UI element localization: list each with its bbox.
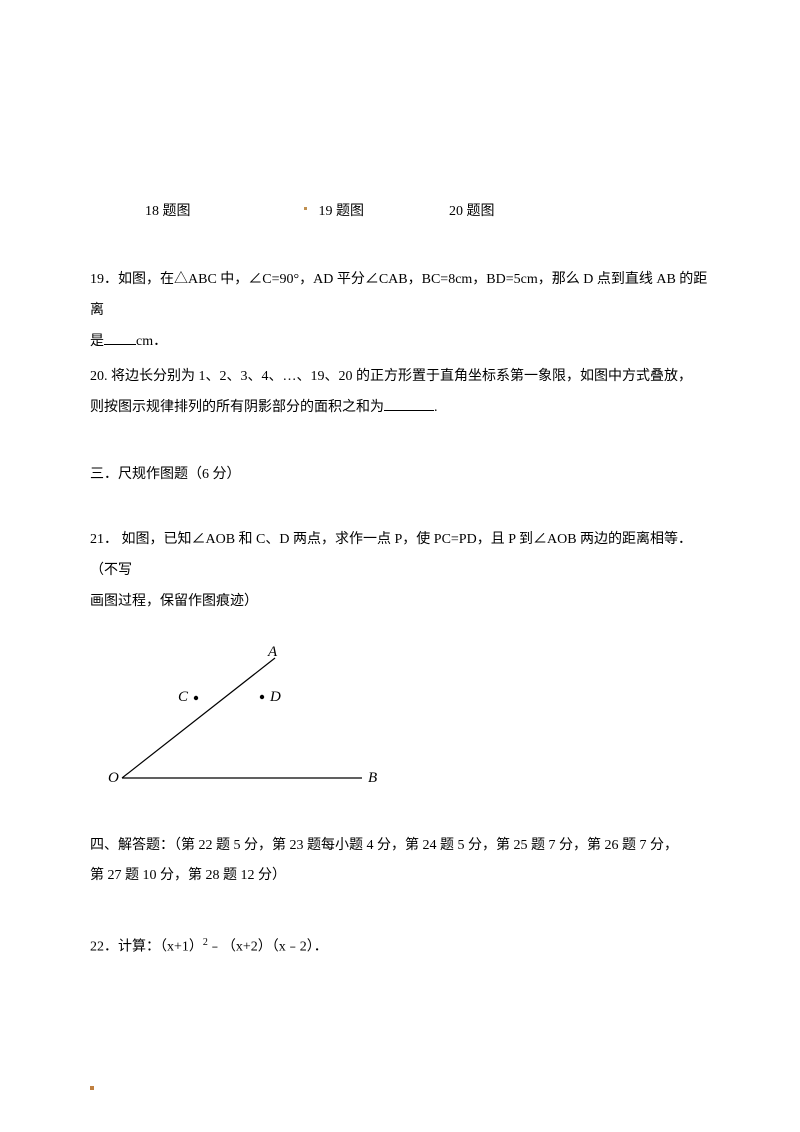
problem-19-text-1: 19．如图，在△ABC 中，∠C=90°，AD 平分∠CAB，BC=8cm，BD… [90, 272, 707, 318]
problem-20: 20. 将边长分别为 1、2、3、4、…、19、20 的正方形置于直角坐标系第一… [90, 362, 710, 424]
problem-21-text-1: 21． 如图，已知∠AOB 和 C、D 两点，求作一点 P，使 PC=PD，且 … [90, 532, 692, 578]
blank-20 [384, 397, 434, 411]
problem-21: 21． 如图，已知∠AOB 和 C、D 两点，求作一点 P，使 PC=PD，且 … [90, 525, 710, 617]
section-4-text-2: 第 27 题 10 分，第 28 题 12 分） [90, 868, 286, 883]
label-A: A [267, 644, 278, 660]
problem-19: 19．如图，在△ABC 中，∠C=90°，AD 平分∠CAB，BC=8cm，BD… [90, 265, 710, 357]
section-3-title: 三．尺规作图题（6 分） [90, 462, 710, 487]
problem-22-text-1: 22．计算：（x+1） [90, 940, 203, 955]
section-4: 四、解答题：（第 22 题 5 分，第 23 题每小题 4 分，第 24 题 5… [90, 831, 710, 893]
label-B: B [368, 770, 377, 786]
point-C-dot [194, 695, 198, 699]
blank-19 [104, 331, 136, 345]
angle-diagram: A B O C D [100, 638, 380, 803]
problem-22: 22．计算：（x+1）2﹣（x+2）（x﹣2）． [90, 932, 710, 963]
tiny-mark [90, 1086, 94, 1090]
figure-label-19: 19 题图 [319, 200, 365, 220]
problem-20-text-3: . [434, 400, 438, 415]
label-O: O [108, 770, 119, 786]
figure-label-20: 20 题图 [449, 200, 495, 220]
dot-marker [304, 207, 307, 210]
problem-19-text-2: 是 [90, 334, 104, 349]
problem-19-text-3: cm． [136, 334, 167, 349]
figure-labels-row: 18 题图 19 题图 20 题图 [145, 200, 710, 220]
section-4-text-1: 四、解答题：（第 22 题 5 分，第 23 题每小题 4 分，第 24 题 5… [90, 838, 678, 853]
problem-20-text-2: 则按图示规律排列的所有阴影部分的面积之和为 [90, 400, 384, 415]
line-OA [122, 658, 275, 778]
label-D: D [269, 689, 281, 705]
angle-diagram-svg: A B O C D [100, 638, 380, 803]
problem-20-text-1: 20. 将边长分别为 1、2、3、4、…、19、20 的正方形置于直角坐标系第一… [90, 369, 692, 384]
label-C: C [178, 689, 189, 705]
problem-21-text-2: 画图过程，保留作图痕迹） [90, 594, 258, 609]
problem-22-text-2: ﹣（x+2）（x﹣2）． [208, 940, 328, 955]
point-D-dot [260, 694, 264, 698]
figure-label-18: 18 题图 [145, 200, 191, 220]
